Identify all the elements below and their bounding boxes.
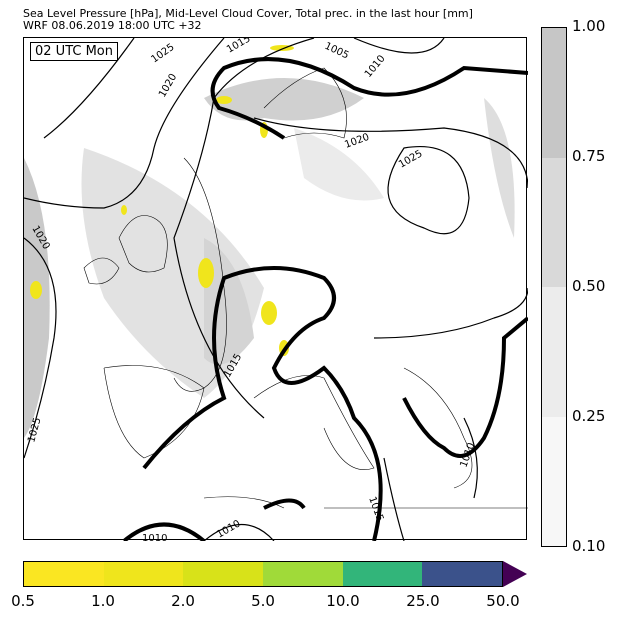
- cloud-area: [484, 98, 515, 238]
- colorbar-tick: 0.10: [572, 537, 606, 555]
- colorbar-tick: 25.0: [406, 592, 440, 610]
- colorbar-segment: [542, 287, 566, 417]
- colorbar-segment: [422, 562, 503, 586]
- isobar-label: 1025: [149, 42, 176, 66]
- colorbar-tick: 1.00: [572, 17, 606, 35]
- isobar-label: 1020: [343, 132, 371, 151]
- valid-time-label: 02 UTC Mon: [30, 42, 118, 61]
- isobars-1015: [122, 57, 530, 543]
- colorbar-tick: 5.0: [251, 592, 275, 610]
- colorbar-tick: 1.0: [91, 592, 115, 610]
- cloud-area: [204, 78, 364, 121]
- colorbar-tick: 0.25: [572, 407, 606, 425]
- map-title: Sea Level Pressure [hPa], Mid-Level Clou…: [23, 7, 473, 20]
- isobar-label: 1010: [363, 53, 388, 80]
- precip-colorbar: [23, 561, 503, 587]
- colorbar-tick: 50.0: [486, 592, 520, 610]
- coastlines: [83, 67, 528, 509]
- weather-map: 1025 1015 1005 1010 1020 1020 1025 1020 …: [23, 33, 530, 544]
- colorbar-segment: [542, 157, 566, 287]
- colorbar-extend-arrow: [503, 561, 527, 587]
- colorbar-segment: [342, 562, 423, 586]
- colorbar-segment: [24, 562, 104, 586]
- isobar-label: 1010: [215, 518, 243, 540]
- colorbar-tick: 0.75: [572, 147, 606, 165]
- cloud-area: [294, 128, 384, 201]
- colorbar-segment: [103, 562, 184, 586]
- map-canvas: 1025 1015 1005 1010 1020 1020 1025 1020 …: [23, 33, 530, 544]
- colorbar-tick: 2.0: [171, 592, 195, 610]
- isobar-label: 1015: [225, 38, 253, 56]
- cloud-area: [204, 238, 254, 365]
- colorbar-tick: 0.50: [572, 277, 606, 295]
- colorbar-tick: 10.0: [326, 592, 360, 610]
- isobar-label: 1005: [323, 41, 351, 62]
- cloud-cover-colorbar: [541, 27, 567, 547]
- isobar-label: 1020: [157, 72, 179, 100]
- colorbar-tick: 0.5: [11, 592, 35, 610]
- colorbar-segment: [542, 28, 566, 158]
- map-subtitle: WRF 08.06.2019 18:00 UTC +32: [23, 19, 202, 32]
- isobar-label: 1010: [458, 441, 477, 469]
- isobar-label: 1010: [142, 533, 167, 541]
- colorbar-segment: [542, 416, 566, 546]
- colorbar-segment: [263, 562, 343, 586]
- colorbar-segment: [183, 562, 264, 586]
